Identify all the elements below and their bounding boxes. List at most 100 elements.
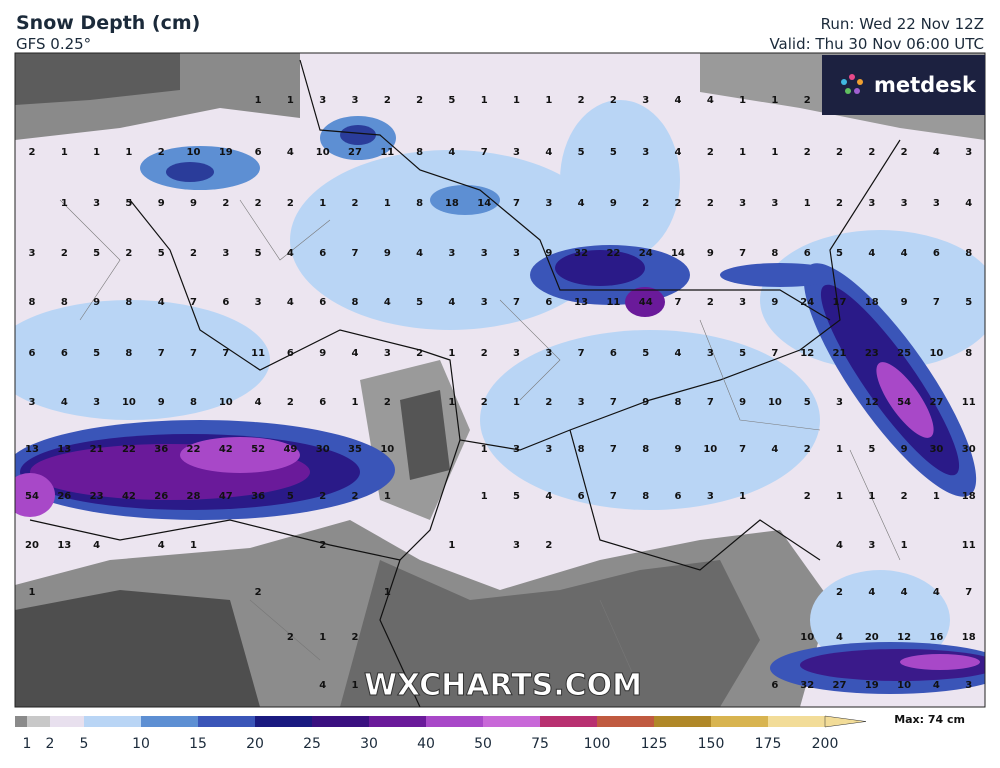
grid-value: 1 <box>255 95 262 106</box>
grid-value: 9 <box>642 397 649 408</box>
grid-value: 9 <box>384 248 391 259</box>
legend-swatch <box>312 716 369 727</box>
grid-value: 1 <box>61 147 68 158</box>
grid-value: 9 <box>158 198 165 209</box>
grid-value: 19 <box>219 147 233 158</box>
grid-value: 1 <box>190 540 197 551</box>
grid-value: 7 <box>578 348 585 359</box>
grid-value: 9 <box>158 397 165 408</box>
grid-value: 3 <box>739 198 746 209</box>
legend-swatch <box>654 716 711 727</box>
grid-value: 2 <box>384 397 391 408</box>
grid-value: 3 <box>93 397 100 408</box>
legend-label: 100 <box>584 736 611 752</box>
grid-value: 4 <box>287 297 294 308</box>
grid-value: 9 <box>901 297 908 308</box>
grid-value: 7 <box>739 444 746 455</box>
grid-value: 2 <box>901 147 908 158</box>
grid-value: 1 <box>868 491 875 502</box>
grid-value: 19 <box>865 680 879 691</box>
watermark: WXCHARTS.COM <box>364 668 642 703</box>
grid-value: 2 <box>29 147 36 158</box>
grid-value: 2 <box>901 491 908 502</box>
grid-value: 10 <box>219 397 233 408</box>
grid-value: 23 <box>90 491 104 502</box>
grid-value: 7 <box>610 491 617 502</box>
grid-value: 6 <box>771 680 778 691</box>
legend-label: 20 <box>246 736 264 752</box>
grid-value: 54 <box>897 397 911 408</box>
grid-value: 8 <box>642 444 649 455</box>
grid-value: 7 <box>739 248 746 259</box>
grid-value: 4 <box>319 680 326 691</box>
grid-value: 2 <box>255 198 262 209</box>
grid-value: 6 <box>675 491 682 502</box>
grid-value: 4 <box>93 540 100 551</box>
grid-value: 49 <box>283 444 297 455</box>
grid-value: 1 <box>352 680 359 691</box>
grid-value: 10 <box>800 632 814 643</box>
grid-value: 4 <box>545 491 552 502</box>
grid-value: 7 <box>933 297 940 308</box>
grid-value: 2 <box>352 491 359 502</box>
grid-value: 4 <box>675 147 682 158</box>
value-grid: 1 1 3 3 2 2 5 1 1 1 2 2 3 4 4 1 1 22 1 1 1 2 10 19 6 4 10 27 11 8 4 7 3 4… <box>25 95 976 691</box>
grid-value: 18 <box>445 198 459 209</box>
legend-swatch <box>369 716 426 727</box>
grid-value: 18 <box>962 491 976 502</box>
grid-value: 4 <box>901 587 908 598</box>
grid-value: 13 <box>25 444 39 455</box>
grid-value: 4 <box>352 348 359 359</box>
grid-value: 4 <box>416 248 423 259</box>
grid-value: 4 <box>933 587 940 598</box>
grid-value: 12 <box>800 348 814 359</box>
grid-value: 5 <box>158 248 165 259</box>
legend-swatch <box>768 716 825 727</box>
grid-value: 30 <box>316 444 330 455</box>
grid-value: 5 <box>804 397 811 408</box>
grid-value: 3 <box>513 248 520 259</box>
grid-value: 8 <box>416 147 423 158</box>
grid-value: 16 <box>929 632 943 643</box>
legend-label: 5 <box>80 736 89 752</box>
grid-value: 2 <box>125 248 132 259</box>
grid-value: 26 <box>57 491 71 502</box>
grid-value: 26 <box>154 491 168 502</box>
grid-value: 7 <box>190 297 197 308</box>
legend-label: 1 <box>23 736 32 752</box>
grid-value: 10 <box>122 397 136 408</box>
grid-value: 8 <box>61 297 68 308</box>
grid-value: 3 <box>352 95 359 106</box>
grid-value: 3 <box>319 95 326 106</box>
legend-swatch <box>15 716 27 727</box>
grid-value: 4 <box>61 397 68 408</box>
grid-value: 3 <box>384 348 391 359</box>
grid-value: 2 <box>836 587 843 598</box>
grid-value: 30 <box>962 444 976 455</box>
grid-value: 5 <box>836 248 843 259</box>
grid-value: 1 <box>29 587 36 598</box>
grid-value: 4 <box>448 147 455 158</box>
grid-value: 24 <box>639 248 653 259</box>
legend-label: 200 <box>812 736 839 752</box>
grid-value: 2 <box>158 147 165 158</box>
grid-value: 5 <box>93 348 100 359</box>
valid: Valid: Thu 30 Nov 06:00 UTC <box>769 35 984 53</box>
map: 1 1 3 3 2 2 5 1 1 1 2 2 3 4 4 1 1 22 1 1 1 2 10 19 6 4 10 27 11 8 4 7 3 4… <box>15 53 985 707</box>
grid-value: 2 <box>416 95 423 106</box>
legend-label: 2 <box>46 736 55 752</box>
grid-value: 2 <box>416 348 423 359</box>
grid-value: 1 <box>739 147 746 158</box>
grid-value: 14 <box>477 198 491 209</box>
grid-value: 3 <box>545 348 552 359</box>
grid-value: 8 <box>416 198 423 209</box>
grid-value: 9 <box>610 198 617 209</box>
legend-label: 125 <box>641 736 668 752</box>
logo-text: metdesk <box>874 73 977 97</box>
grid-value: 3 <box>965 680 972 691</box>
grid-value: 3 <box>868 540 875 551</box>
grid-value: 3 <box>29 397 36 408</box>
grid-value: 9 <box>771 297 778 308</box>
grid-value: 8 <box>675 397 682 408</box>
grid-value: 8 <box>352 297 359 308</box>
